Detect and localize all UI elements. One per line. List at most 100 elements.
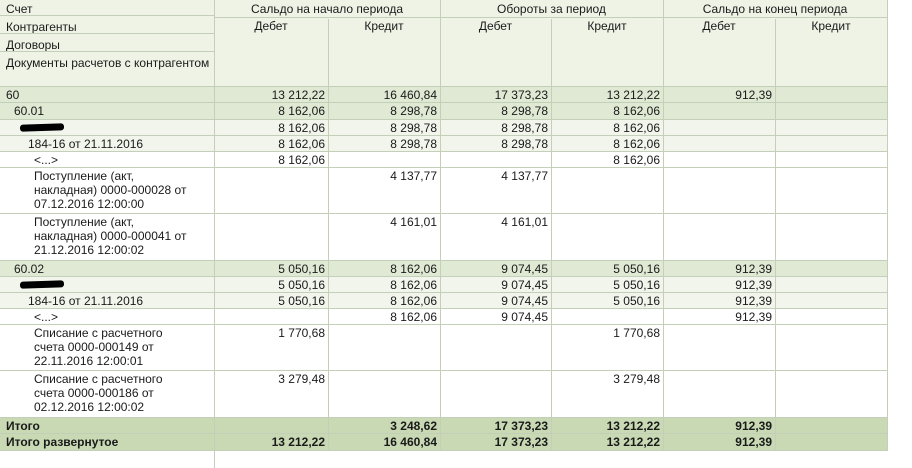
cell-turnover-debit: 17 373,23 <box>494 419 548 433</box>
cell-turnover-debit <box>440 152 551 168</box>
cell-closing-debit: 912,39 <box>735 419 772 433</box>
table-row[interactable] <box>0 168 887 214</box>
cell-closing-debit: 912,39 <box>735 294 772 308</box>
header-closing-credit: Кредит <box>811 19 851 33</box>
row-label-subaccount: 60.02 <box>14 262 45 276</box>
cell-closing-credit <box>775 325 887 371</box>
row-label-document: <...> <box>34 153 59 167</box>
cell-opening-debit: 1 770,68 <box>278 326 325 340</box>
cell-opening-credit: 8 298,78 <box>390 121 437 135</box>
cell-turnover-credit: 8 162,06 <box>613 153 660 167</box>
table-row[interactable] <box>0 261 887 277</box>
row-label-subaccount: 60.01 <box>14 104 45 118</box>
cell-opening-credit: 8 298,78 <box>390 104 437 118</box>
cell-opening-debit: 5 050,16 <box>278 262 325 276</box>
cell-closing-debit <box>663 120 775 136</box>
cell-closing-credit <box>775 87 887 103</box>
cell-closing-credit <box>775 120 887 136</box>
cell-closing-debit <box>663 325 775 371</box>
header-divider <box>0 86 887 87</box>
header-closing-debit: Дебет <box>702 19 736 33</box>
row-label-document: <...> <box>34 310 59 324</box>
cell-opening-credit: 8 162,06 <box>390 310 437 324</box>
cell-closing-debit <box>663 152 775 168</box>
cell-opening-debit <box>214 168 328 214</box>
grid-line <box>775 19 776 451</box>
cell-opening-credit: 8 162,06 <box>390 262 437 276</box>
cell-opening-debit: 8 162,06 <box>278 137 325 151</box>
cell-closing-credit <box>775 293 887 309</box>
cell-opening-debit: 8 162,06 <box>278 104 325 118</box>
cell-turnover-credit <box>551 309 663 325</box>
cell-closing-credit <box>775 261 887 277</box>
cell-opening-credit: 16 460,84 <box>383 88 437 102</box>
header-counterparties: Контрагенты <box>0 18 214 34</box>
grid-line <box>663 0 664 451</box>
row-label-document: Списание с расчетного счета 0000-000149 … <box>34 326 163 368</box>
cell-opening-debit <box>214 309 328 325</box>
cell-closing-debit: 912,39 <box>735 435 772 449</box>
cell-turnover-debit: 9 074,45 <box>501 310 548 324</box>
cell-turnover-debit <box>440 325 551 371</box>
table-row[interactable] <box>0 87 887 103</box>
cell-closing-debit <box>663 103 775 120</box>
cell-closing-credit <box>775 214 887 261</box>
cell-turnover-credit <box>551 168 663 214</box>
row-label-document: Поступление (акт, накладная) 0000-000028… <box>34 169 187 211</box>
cell-turnover-debit: 8 298,78 <box>501 104 548 118</box>
cell-closing-debit: 912,39 <box>735 310 772 324</box>
cell-opening-credit: 16 460,84 <box>383 435 437 449</box>
grid-line <box>887 0 888 451</box>
row-label-contract: 184-16 от 21.11.2016 <box>28 294 144 308</box>
cell-turnover-credit: 13 212,22 <box>606 435 660 449</box>
cell-turnover-debit: 4 161,01 <box>501 215 548 229</box>
table-row[interactable] <box>0 214 887 261</box>
cell-opening-credit: 8 162,06 <box>390 278 437 292</box>
table-row[interactable] <box>0 277 887 293</box>
table-row[interactable] <box>0 120 887 136</box>
header-contracts: Договоры <box>0 36 214 52</box>
table-row[interactable] <box>0 136 887 152</box>
cell-opening-credit <box>328 371 440 418</box>
table-row[interactable] <box>0 309 887 325</box>
row-label-document: Поступление (акт, накладная) 0000-000041… <box>34 215 187 257</box>
table-row[interactable] <box>0 293 887 309</box>
cell-turnover-debit: 17 373,23 <box>494 435 548 449</box>
cell-closing-credit <box>775 418 887 434</box>
cell-opening-credit <box>328 152 440 168</box>
cell-opening-debit: 8 162,06 <box>278 153 325 167</box>
cell-turnover-debit: 17 373,23 <box>494 88 548 102</box>
cell-closing-credit <box>775 371 887 418</box>
cell-turnover-debit: 4 137,77 <box>501 169 548 183</box>
cell-closing-credit <box>775 277 887 293</box>
cell-closing-debit <box>663 136 775 152</box>
cell-closing-debit <box>663 371 775 418</box>
table-row[interactable] <box>0 371 887 418</box>
cell-turnover-debit <box>440 371 551 418</box>
cell-turnover-credit: 8 162,06 <box>613 104 660 118</box>
table-row[interactable] <box>0 152 887 168</box>
table-row[interactable] <box>0 103 887 120</box>
cell-turnover-credit: 8 162,06 <box>613 137 660 151</box>
cell-closing-credit <box>775 309 887 325</box>
header-turnover-credit: Кредит <box>587 19 627 33</box>
cell-closing-credit <box>775 152 887 168</box>
cell-turnover-credit: 5 050,16 <box>613 294 660 308</box>
cell-turnover-debit: 8 298,78 <box>501 137 548 151</box>
cell-opening-debit: 5 050,16 <box>278 294 325 308</box>
table-row[interactable] <box>0 418 887 434</box>
table-row[interactable] <box>0 434 887 451</box>
row-label-document: Списание с расчетного счета 0000-000186 … <box>34 372 163 414</box>
grid-line <box>440 0 441 451</box>
header-closing-balance: Сальдо на конец периода <box>663 2 887 18</box>
cell-opening-debit <box>214 214 328 261</box>
row-label-contract: 184-16 от 21.11.2016 <box>28 137 144 151</box>
cell-opening-debit: 5 050,16 <box>278 278 325 292</box>
cell-opening-credit: 4 161,01 <box>390 215 437 229</box>
cell-turnover-credit: 1 770,68 <box>613 326 660 340</box>
table-row[interactable] <box>0 325 887 371</box>
header-opening-credit: Кредит <box>364 19 404 33</box>
grid-line <box>551 19 552 451</box>
cell-opening-credit: 4 137,77 <box>390 169 437 183</box>
